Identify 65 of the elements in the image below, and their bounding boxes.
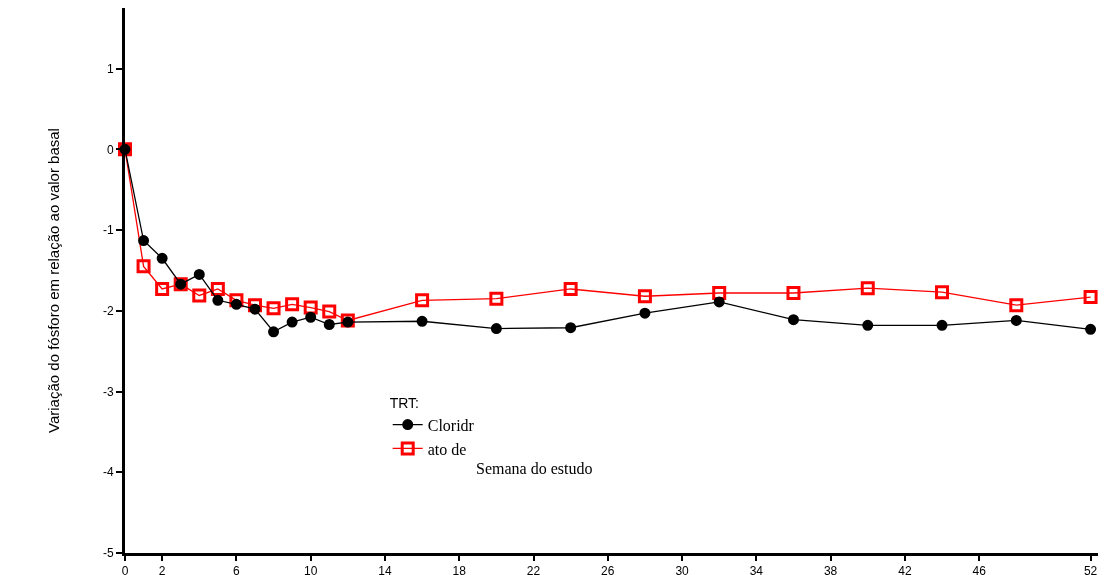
x-axis-title: Semana do estudo <box>476 460 593 477</box>
point <box>1085 323 1097 335</box>
point <box>860 281 875 296</box>
point <box>155 281 170 296</box>
point <box>935 285 950 300</box>
point <box>415 293 430 308</box>
point <box>862 319 874 331</box>
y-tick-label: -5 <box>102 546 114 561</box>
legend-title: TRT: <box>389 394 420 411</box>
x-tick-label: 34 <box>749 564 764 575</box>
point <box>249 303 261 315</box>
y-tick-label: -1 <box>102 223 114 238</box>
point <box>563 281 578 296</box>
x-tick-label: 14 <box>378 564 392 575</box>
x-tick-label: 38 <box>823 564 838 575</box>
point <box>489 291 504 306</box>
x-tick-label: 46 <box>972 564 987 575</box>
point <box>490 323 502 335</box>
y-tick-label: 0 <box>106 142 114 157</box>
x-tick-label: 30 <box>675 564 690 575</box>
point <box>138 235 150 247</box>
point <box>192 288 207 303</box>
x-tick-label: 26 <box>601 564 615 575</box>
x-tick-label: 18 <box>452 564 467 575</box>
point <box>305 311 317 323</box>
x-tick-label: 52 <box>1083 564 1098 575</box>
y-tick-label: -2 <box>102 303 114 318</box>
point <box>1083 290 1098 305</box>
point <box>936 319 948 331</box>
point <box>787 314 799 326</box>
point <box>247 298 262 313</box>
point <box>156 252 168 264</box>
point <box>229 293 244 308</box>
x-tick-label: 22 <box>526 564 541 575</box>
point <box>323 319 335 330</box>
y-axis-title: Variação do fósforo em relação ao valor basal <box>45 128 63 433</box>
point <box>416 315 428 327</box>
y-tick-label: 1 <box>106 61 114 76</box>
point <box>639 307 651 319</box>
point <box>786 286 801 301</box>
point <box>1010 314 1022 326</box>
point <box>268 326 280 338</box>
point <box>212 294 224 306</box>
x-tick-label: 0 <box>121 564 129 575</box>
point <box>136 259 151 274</box>
point <box>322 304 337 319</box>
point <box>637 289 652 304</box>
x-tick-label: 2 <box>158 564 166 575</box>
legend-label: ato de <box>427 440 467 458</box>
point <box>285 297 300 312</box>
point <box>712 286 727 301</box>
x-tick-label: 10 <box>304 564 318 575</box>
point <box>1009 298 1024 313</box>
point <box>713 296 725 308</box>
point <box>286 316 298 328</box>
x-tick-label: 42 <box>898 564 912 575</box>
y-tick-label: -3 <box>102 384 114 399</box>
point <box>266 301 281 316</box>
point <box>303 300 318 315</box>
point <box>565 322 577 334</box>
y-tick-label: -4 <box>102 465 114 480</box>
point <box>230 298 242 310</box>
legend-label: Cloridr <box>427 416 475 434</box>
x-tick-label: 6 <box>233 564 241 575</box>
point <box>193 268 205 280</box>
